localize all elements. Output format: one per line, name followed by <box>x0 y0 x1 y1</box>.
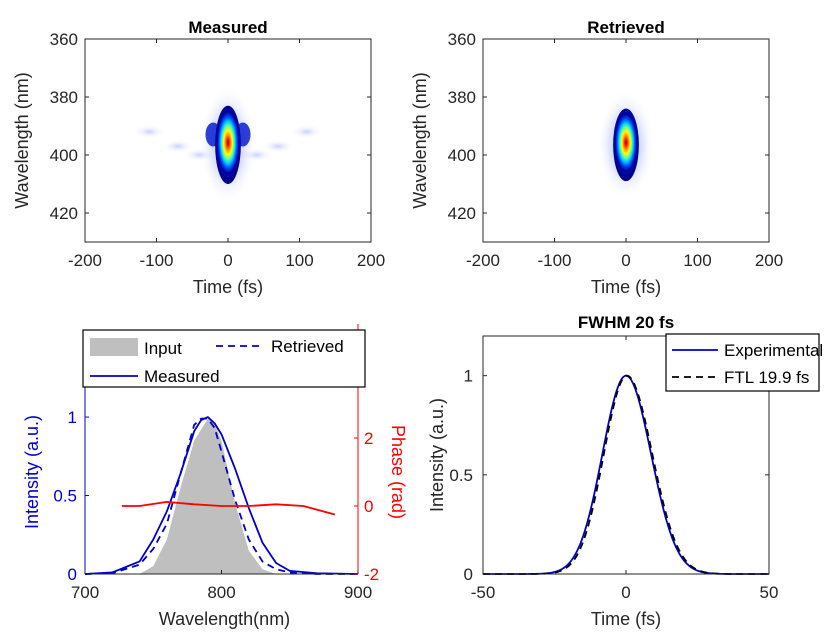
fringe-5 <box>290 124 323 139</box>
legend-swatch-input <box>90 338 138 356</box>
heatmap-2 <box>597 90 655 200</box>
fringe-1 <box>161 139 194 154</box>
x-axis-label: Time (fs) <box>591 609 661 629</box>
x-tick-label: -50 <box>471 583 496 602</box>
y-tick-label: 420 <box>50 204 78 223</box>
x-tick-label: -200 <box>68 251 102 270</box>
x-tick-label: 200 <box>755 251 783 270</box>
x-tick-label: -200 <box>466 251 500 270</box>
series-ftl-line <box>483 374 770 575</box>
y-right-axis-label: Phase (rad) <box>388 425 408 519</box>
y-right-tick-label: 0 <box>364 497 373 516</box>
legend-label-measured: Measured <box>144 367 220 386</box>
y-tick-label: 400 <box>50 146 78 165</box>
chart-title: Retrieved <box>587 18 664 37</box>
x-axis-label: Wavelength(nm) <box>159 609 290 629</box>
y-tick-label: 360 <box>448 30 476 49</box>
x-tick-label: -100 <box>537 251 571 270</box>
x-tick-label: 0 <box>621 583 630 602</box>
chart-title: Measured <box>188 18 267 37</box>
x-tick-label: 100 <box>683 251 711 270</box>
y-axis-label: Intensity (a.u.) <box>427 398 447 512</box>
x-axis-label: Time (fs) <box>591 277 661 297</box>
y-tick-label: 400 <box>448 146 476 165</box>
legend-label-input: Input <box>144 339 182 358</box>
series-experimental-line <box>483 374 769 575</box>
legend-box <box>665 333 820 392</box>
y-axis-label: Intensity (a.u.) <box>22 415 42 529</box>
series-retrieved-line <box>84 417 358 575</box>
x-tick-label: 700 <box>71 583 99 602</box>
x-tick-label: 50 <box>760 583 779 602</box>
x-tick-label: 800 <box>207 583 235 602</box>
y-tick-label: 0 <box>68 565 77 584</box>
series-input-area <box>139 418 277 574</box>
y-tick-label: 0 <box>464 565 473 584</box>
heatmap-1 <box>133 86 323 204</box>
core-jet <box>215 106 241 179</box>
y-tick-label: 0.5 <box>53 487 77 506</box>
y-tick-label: 380 <box>50 88 78 107</box>
legend-label-ftl: FTL 19.9 fs <box>724 368 809 387</box>
legend-label-experimental: Experimental <box>724 341 823 360</box>
y-axis-label: Wavelength (nm) <box>12 72 32 208</box>
fringe-4 <box>262 139 295 154</box>
y-right-tick-label: -2 <box>364 565 379 584</box>
x-axis-label: Time (fs) <box>193 277 263 297</box>
y-tick-label: 1 <box>68 408 77 427</box>
y-right-tick-label: 2 <box>364 429 373 448</box>
x-tick-label: -100 <box>139 251 173 270</box>
fringe-0 <box>133 124 166 139</box>
y-tick-label: 420 <box>448 204 476 223</box>
core-jet <box>613 109 639 176</box>
legend-label-retrieved: Retrieved <box>271 337 344 356</box>
x-tick-label: 0 <box>621 251 630 270</box>
y-tick-label: 360 <box>50 30 78 49</box>
y-axis-label: Wavelength (nm) <box>410 72 430 208</box>
series-phase-line <box>121 501 336 516</box>
y-tick-label: 380 <box>448 88 476 107</box>
x-tick-label: 0 <box>223 251 232 270</box>
y-tick-label: 0.5 <box>449 466 473 485</box>
y-tick-label: 1 <box>464 367 473 386</box>
chart-title: FWHM 20 fs <box>578 313 674 332</box>
x-tick-label: 100 <box>285 251 313 270</box>
x-tick-label: 900 <box>344 583 372 602</box>
x-tick-label: 200 <box>357 251 385 270</box>
series-measured-line <box>84 416 359 575</box>
